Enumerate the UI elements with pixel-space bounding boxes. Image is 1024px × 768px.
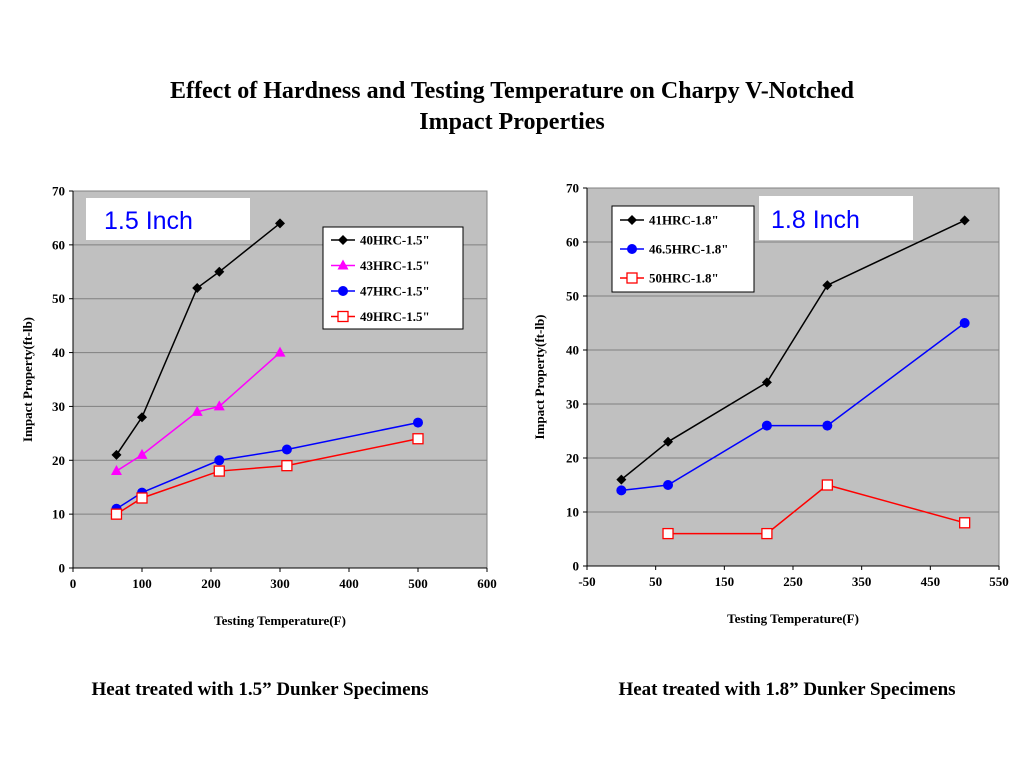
left-series-47hrc-1_5-point	[413, 417, 423, 428]
right-y-tick-label: 40	[566, 343, 579, 358]
left-y-tick-label: 0	[59, 561, 66, 576]
right-series-50hrc-1_8-point	[821, 479, 833, 491]
right-y-tick-label: 60	[566, 235, 579, 250]
right-series-50hrc-1_8-line	[668, 484, 965, 535]
left-series-40hrc-1_5-point	[214, 266, 225, 277]
slide-title: Effect of Hardness and Testing Temperatu…	[0, 76, 1024, 138]
left-legend-item-40hrc-1_5-label: 40HRC-1.5"	[360, 233, 430, 248]
left-x-tick-label: 100	[132, 576, 152, 591]
left-series-43hrc-1_5-point	[274, 346, 286, 357]
left-y-axis-title: Impact Property(ft-lb)	[20, 317, 35, 442]
right-legend-item-46_5hrc-1_8-marker	[627, 244, 637, 254]
caption-left: Heat treated with 1.5” Dunker Specimens	[91, 679, 429, 700]
right-series-50hrc-1_8	[662, 479, 971, 540]
left-series-49hrc-1_5-point	[110, 508, 123, 520]
right-series-41hrc-1_8-point	[616, 474, 627, 485]
left-x-tick-label: 300	[270, 576, 290, 591]
left-legend-item-49hrc-1_5-label: 49HRC-1.5"	[360, 309, 430, 324]
left-size-label: 1.5 Inch	[104, 207, 193, 235]
right-y-tick-label: 20	[566, 451, 579, 466]
right-legend-item-41hrc-1_8-marker	[627, 215, 637, 225]
right-series-46_5hrc-1_8-point	[959, 318, 970, 328]
right-y-axis-title: Impact Property(ft-lb)	[532, 314, 547, 439]
right-x-tick-label: 50	[649, 574, 662, 589]
right-y-tick-label: 10	[566, 505, 579, 520]
left-x-tick-label: 400	[339, 576, 359, 591]
left-series-49hrc-1_5-point	[412, 433, 424, 445]
right-series-46_5hrc-1_8-point	[663, 480, 674, 490]
right-series-41hrc-1_8-point	[959, 215, 970, 226]
right-legend-item-46_5hrc-1_8-label: 46.5HRC-1.8"	[649, 242, 728, 257]
right-x-axis-title: Testing Temperature(F)	[727, 611, 859, 626]
left-legend-item-49hrc-1_5-marker	[337, 310, 349, 323]
left-series-40hrc-1_5	[111, 218, 285, 460]
title-line-1: Effect of Hardness and Testing Temperatu…	[169, 78, 855, 104]
right-series-46_5hrc-1_8-point	[822, 420, 833, 431]
left-legend-item-47hrc-1_5-marker	[338, 286, 348, 296]
left-series-49hrc-1_5	[110, 433, 424, 520]
left-y-tick-label: 40	[52, 345, 65, 360]
left-y-tick-label: 10	[52, 507, 65, 522]
right-legend-item-50hrc-1_8-label: 50HRC-1.8"	[649, 271, 719, 286]
left-series-40hrc-1_5-point	[111, 449, 122, 460]
right-series-41hrc-1_8-point	[822, 280, 833, 291]
left-x-tick-label: 600	[477, 576, 497, 591]
right-y-tick-label: 70	[566, 181, 579, 196]
left-size-label-box	[86, 198, 250, 240]
caption-right: Heat treated with 1.8” Dunker Specimens	[618, 679, 956, 700]
left-series-49hrc-1_5-point	[281, 460, 293, 472]
left-y-tick-label: 20	[52, 453, 65, 468]
right-x-tick-label: -50	[578, 574, 595, 589]
left-series-43hrc-1_5-point	[110, 465, 122, 476]
left-y-tick-label: 60	[52, 237, 65, 252]
left-series-47hrc-1_5-point	[214, 455, 225, 466]
right-size-label-box	[759, 196, 913, 240]
left-legend-item-47hrc-1_5-label: 47HRC-1.5"	[360, 284, 430, 299]
left-legend-item-43hrc-1_5-marker	[337, 259, 349, 270]
left-series-49hrc-1_5-point	[136, 492, 148, 504]
right-y-tick-label: 30	[566, 397, 579, 412]
right-legend-item-50hrc-1_8-marker	[626, 272, 638, 284]
right-series-46_5hrc-1_8-point	[616, 485, 627, 496]
right-x-tick-label: 150	[715, 574, 735, 589]
right-x-tick-label: 350	[852, 574, 872, 589]
right-series-50hrc-1_8-point	[662, 527, 674, 540]
left-series-49hrc-1_5-point	[213, 465, 225, 477]
left-series-40hrc-1_5-point	[275, 218, 285, 229]
left-legend-item-40hrc-1_5-marker	[338, 235, 348, 245]
right-y-tick-label: 50	[566, 289, 579, 304]
right-x-tick-label: 550	[989, 574, 1009, 589]
right-y-tick-label: 0	[573, 559, 580, 574]
right-series-46_5hrc-1_8-point	[761, 420, 772, 431]
left-x-tick-label: 500	[408, 576, 428, 591]
left-y-tick-label: 30	[52, 399, 65, 414]
left-legend-item-43hrc-1_5-label: 43HRC-1.5"	[360, 258, 430, 273]
left-series-43hrc-1_5-point	[191, 405, 203, 416]
right-x-tick-label: 450	[921, 574, 941, 589]
left-x-tick-label: 200	[201, 576, 221, 591]
left-series-40hrc-1_5-point	[137, 412, 147, 423]
left-series-43hrc-1_5	[110, 346, 286, 476]
title-line-2: Impact Properties	[419, 109, 605, 135]
left-series-40hrc-1_5-point	[192, 282, 203, 293]
left-series-43hrc-1_5-point	[136, 448, 148, 459]
left-x-tick-label: 0	[70, 576, 77, 591]
right-size-label: 1.8 Inch	[771, 206, 860, 234]
right-series-41hrc-1_8-point	[663, 436, 674, 447]
left-y-tick-label: 50	[52, 291, 65, 306]
left-series-43hrc-1_5-point	[213, 400, 225, 411]
right-series-41hrc-1_8	[616, 215, 970, 485]
left-x-axis-title: Testing Temperature(F)	[214, 613, 346, 628]
right-series-50hrc-1_8-point	[761, 527, 773, 540]
right-series-41hrc-1_8-point	[761, 377, 772, 388]
left-y-tick-label: 70	[52, 184, 65, 199]
right-x-tick-label: 250	[783, 574, 803, 589]
right-series-46_5hrc-1_8	[616, 318, 970, 496]
left-series-47hrc-1_5-point	[281, 444, 292, 455]
right-legend-item-41hrc-1_8-label: 41HRC-1.8"	[649, 213, 719, 228]
right-series-50hrc-1_8-point	[959, 517, 971, 529]
